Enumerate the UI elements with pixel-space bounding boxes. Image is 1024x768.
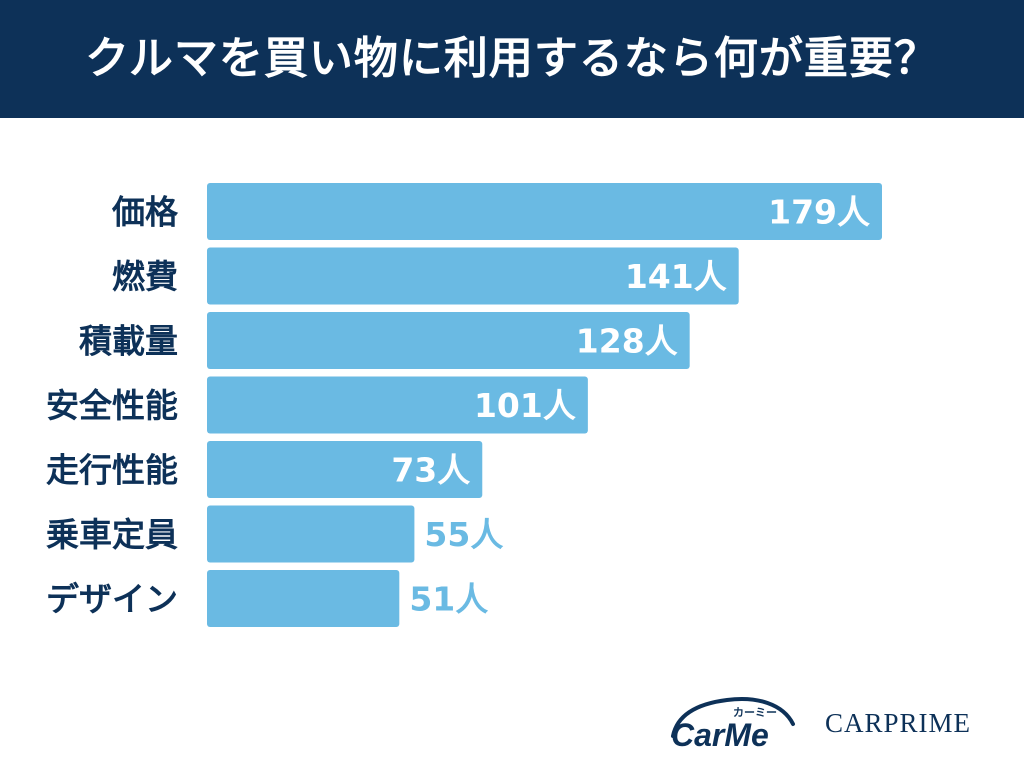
carme-wordmark: CarMe <box>671 717 769 753</box>
value-label-1: 179人 <box>768 193 870 232</box>
car-outline-icon <box>671 697 795 738</box>
carprime-logo: CARPRIME <box>825 708 972 738</box>
bar-5 <box>207 441 483 498</box>
category-label-1: 価格 <box>111 193 179 232</box>
category-label-4: 安全性能 <box>46 386 178 425</box>
bar-4 <box>207 376 588 434</box>
value-label-6: 55人 <box>424 515 503 554</box>
logo-area: カーミー CarMe CARPRIME <box>665 686 1005 756</box>
value-label-3: 128人 <box>576 322 678 361</box>
carme-logo: カーミー CarMe <box>671 697 795 753</box>
category-label-2: 燃費 <box>112 257 178 296</box>
value-label-7: 51人 <box>409 580 488 619</box>
bar-2 <box>207 247 739 305</box>
bar-1 <box>207 183 882 240</box>
value-label-5: 73人 <box>391 451 470 490</box>
chart-title: クルマを買い物に利用するなら何が重要？ <box>85 33 939 84</box>
category-label-7: デザイン <box>46 580 178 619</box>
category-label-6: 乗車定員 <box>46 515 178 554</box>
value-label-4: 101人 <box>474 386 576 425</box>
bar-7 <box>207 570 400 627</box>
category-label-5: 走行性能 <box>46 451 178 490</box>
value-label-2: 141人 <box>625 257 727 296</box>
title-banner: クルマを買い物に利用するなら何が重要？ <box>0 0 1024 118</box>
bar-3 <box>207 312 690 369</box>
category-label-3: 積載量 <box>79 322 178 361</box>
bar-6 <box>207 505 415 563</box>
carme-kana: カーミー <box>733 706 777 719</box>
